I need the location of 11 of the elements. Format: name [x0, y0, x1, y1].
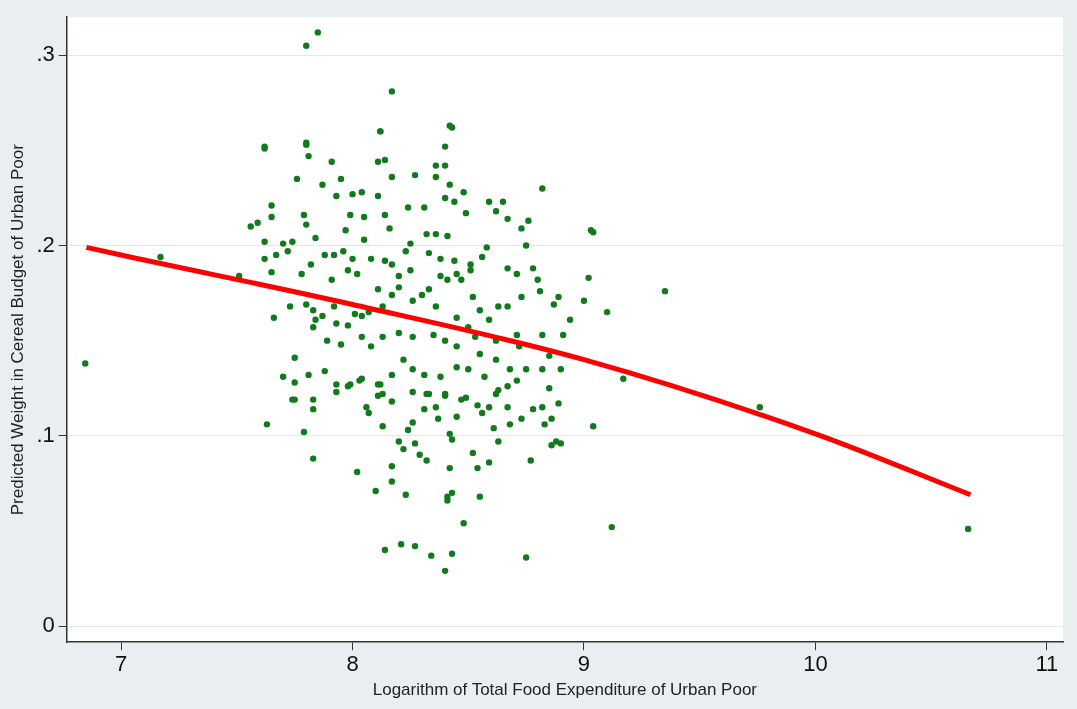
x-tick-label: 10	[803, 651, 828, 677]
x-tick-label: 7	[115, 651, 128, 677]
y-tick-label: .3	[36, 41, 55, 67]
y-tick-label: .1	[36, 421, 55, 447]
y-tick-label: .2	[36, 231, 55, 257]
x-tick-label: 11	[1035, 651, 1059, 677]
x-tick-label: 9	[577, 651, 591, 677]
x-axis-title: Logarithm of Total Food Expenditure of Urban Poor	[372, 680, 758, 700]
x-tick-label: 8	[346, 651, 359, 677]
y-tick-label: 0	[42, 612, 55, 638]
y-axis-title: Predicted Weight in Cereal Budget of Urban Poor	[7, 143, 27, 516]
